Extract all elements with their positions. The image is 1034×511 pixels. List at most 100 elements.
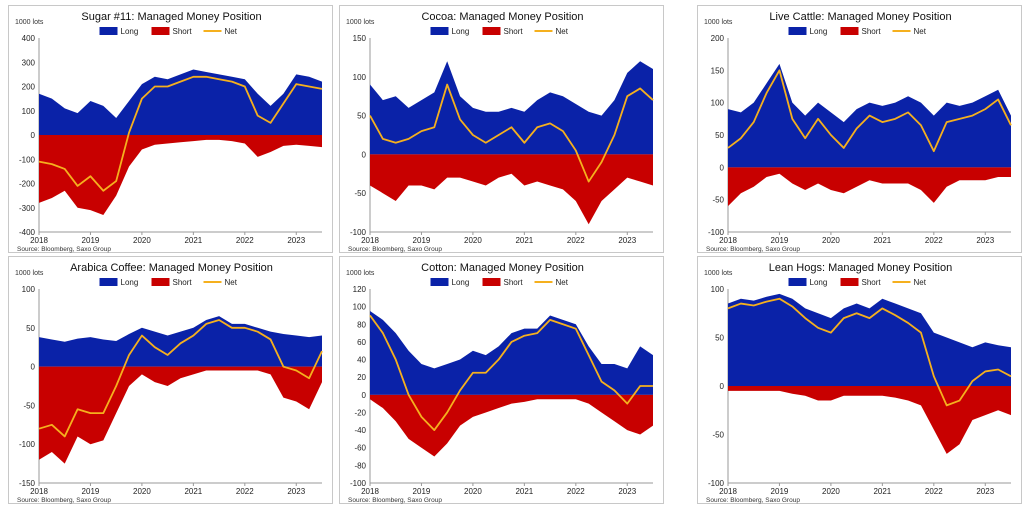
- y-tick-label: 100: [22, 107, 36, 116]
- legend-label-net: Net: [556, 278, 569, 287]
- y-tick-label: 50: [715, 334, 724, 343]
- legend-label-net: Net: [225, 27, 238, 36]
- chart-panel-sugar: Sugar #11: Managed Money Position 1000 lo…: [8, 5, 333, 253]
- x-tick-label: 2020: [133, 487, 151, 496]
- y-tick-label: 100: [711, 285, 725, 294]
- chart-panel-arabica-coffee: Arabica Coffee: Managed Money Position 10…: [8, 256, 333, 504]
- series-net-line: [727, 297, 1012, 407]
- legend-label-net: Net: [914, 278, 927, 287]
- x-tick-label: 2021: [515, 487, 533, 496]
- chart-panel-cocoa: Cocoa: Managed Money Position 1000 lots Lo…: [339, 5, 664, 253]
- legend-swatch-short: [482, 27, 501, 35]
- series-net-line: [38, 319, 323, 438]
- y-tick-label: -60: [354, 444, 366, 453]
- y-tick-label: 0: [31, 363, 36, 372]
- x-tick-label: 2019: [413, 236, 431, 245]
- legend-swatch-short: [840, 27, 859, 35]
- series-short-area: [728, 386, 1011, 454]
- x-tick-label: 2018: [719, 487, 737, 496]
- x-tick-label: 2020: [464, 236, 482, 245]
- x-tick-label: 2018: [361, 487, 379, 496]
- x-tick-label: 2022: [236, 487, 254, 496]
- y-tick-label: -100: [708, 228, 725, 237]
- y-tick-label: 100: [711, 99, 725, 108]
- source-note: Source: Bloomberg, Saxo Group: [348, 246, 442, 253]
- y-tick-label: 50: [357, 112, 366, 121]
- y-tick-label: -50: [23, 401, 35, 410]
- chart-svg: Sugar #11: Managed Money Position 1000 lo…: [15, 11, 323, 253]
- series-short-area: [728, 167, 1011, 207]
- y-tick-label: 80: [357, 320, 366, 329]
- legend-swatch-short: [840, 278, 859, 286]
- source-note: Source: Bloomberg, Saxo Group: [348, 497, 442, 504]
- x-tick-label: 2022: [925, 236, 943, 245]
- legend-label-net: Net: [556, 27, 569, 36]
- x-tick-label: 2018: [719, 236, 737, 245]
- series-net-line: [369, 83, 654, 183]
- y-tick-label: 150: [353, 34, 367, 43]
- series-net-line: [38, 75, 323, 192]
- series-net-line: [369, 314, 653, 431]
- chart-svg: Lean Hogs: Managed Money Position 1000 lo…: [704, 262, 1012, 504]
- legend-label-short: Short: [504, 27, 524, 36]
- y-units-label: 1000 lots: [346, 270, 375, 277]
- chart-svg: Cocoa: Managed Money Position 1000 lots Lo…: [346, 11, 654, 253]
- chart-panel-cotton: Cotton: Managed Money Position 1000 lots L…: [339, 256, 664, 504]
- x-tick-label: 2023: [976, 487, 994, 496]
- y-tick-label: 0: [362, 391, 367, 400]
- legend-label-net: Net: [225, 278, 238, 287]
- legend-label-short: Short: [173, 27, 193, 36]
- y-tick-label: -150: [19, 479, 36, 488]
- chart-panel-lean-hogs: Lean Hogs: Managed Money Position 1000 lo…: [697, 256, 1022, 504]
- chart-title: Live Cattle: Managed Money Position: [769, 11, 951, 23]
- y-tick-label: 0: [720, 382, 725, 391]
- series-long-area: [728, 293, 1011, 386]
- y-units-label: 1000 lots: [704, 19, 733, 26]
- chart-title: Cotton: Managed Money Position: [421, 262, 584, 274]
- y-tick-label: 40: [357, 356, 366, 365]
- x-tick-label: 2023: [287, 236, 305, 245]
- y-tick-label: 20: [357, 373, 366, 382]
- y-tick-label: 100: [353, 73, 367, 82]
- legend-label-long: Long: [121, 27, 139, 36]
- x-tick-label: 2018: [30, 236, 48, 245]
- legend-swatch-long: [430, 27, 449, 35]
- y-tick-label: -20: [354, 408, 366, 417]
- x-tick-label: 2021: [515, 236, 533, 245]
- x-tick-label: 2021: [873, 487, 891, 496]
- chart-svg: Live Cattle: Managed Money Position 1000 …: [704, 11, 1012, 253]
- x-tick-label: 2019: [82, 487, 100, 496]
- x-tick-label: 2022: [567, 487, 585, 496]
- x-tick-label: 2022: [925, 487, 943, 496]
- series-net-line: [727, 69, 1012, 153]
- y-tick-label: 150: [711, 66, 725, 75]
- y-tick-label: -100: [350, 228, 367, 237]
- y-tick-label: -50: [354, 189, 366, 198]
- x-tick-label: 2018: [30, 487, 48, 496]
- legend-label-long: Long: [121, 278, 139, 287]
- x-tick-label: 2023: [618, 236, 636, 245]
- y-tick-label: -100: [19, 155, 36, 164]
- y-tick-label: 300: [22, 58, 36, 67]
- legend-label-short: Short: [173, 278, 193, 287]
- legend-label-short: Short: [862, 27, 882, 36]
- y-tick-label: -50: [712, 431, 724, 440]
- y-tick-label: 200: [711, 34, 725, 43]
- source-note: Source: Bloomberg, Saxo Group: [17, 497, 111, 504]
- chart-title: Arabica Coffee: Managed Money Position: [70, 262, 273, 274]
- y-tick-label: 50: [26, 324, 35, 333]
- y-units-label: 1000 lots: [346, 19, 375, 26]
- x-tick-label: 2021: [184, 487, 202, 496]
- legend-swatch-long: [788, 27, 807, 35]
- y-tick-label: -400: [19, 228, 36, 237]
- legend-label-long: Long: [810, 278, 828, 287]
- legend-swatch-long: [99, 27, 118, 35]
- series-short-area: [370, 394, 653, 457]
- chart-svg: Cotton: Managed Money Position 1000 lots L…: [346, 262, 653, 504]
- y-tick-label: -80: [354, 461, 366, 470]
- legend-label-net: Net: [914, 27, 927, 36]
- x-tick-label: 2021: [873, 236, 891, 245]
- y-tick-label: 60: [357, 338, 366, 347]
- chart-svg: Arabica Coffee: Managed Money Position 10…: [15, 262, 323, 504]
- x-tick-label: 2019: [771, 487, 789, 496]
